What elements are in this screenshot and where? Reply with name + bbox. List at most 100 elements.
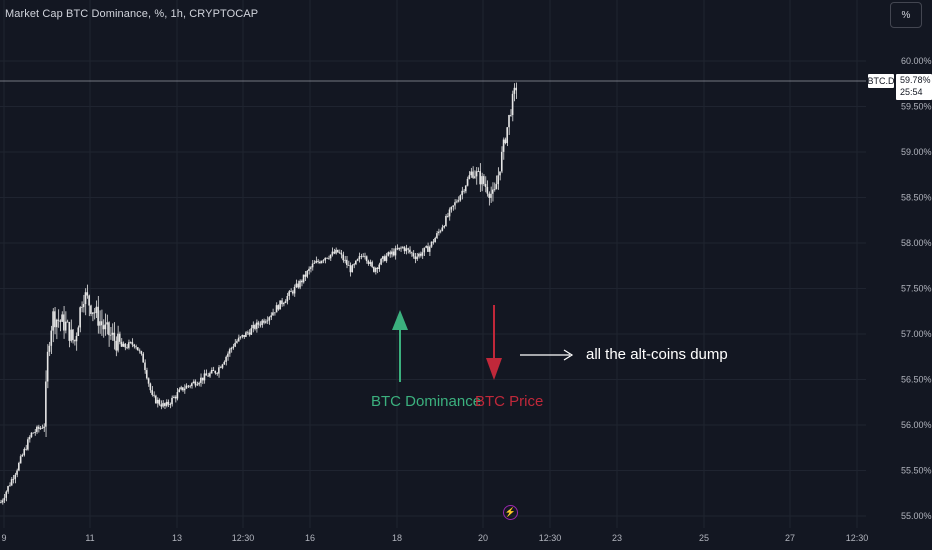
grid-lines [0, 0, 866, 528]
candle-body [261, 320, 263, 326]
candle-body [209, 373, 211, 377]
candle-body [322, 260, 325, 262]
candle-body [7, 486, 9, 492]
candle-body [502, 139, 505, 152]
unit-toggle-button[interactable]: % [890, 2, 922, 28]
candle-body [349, 265, 352, 273]
candle-body [400, 247, 402, 249]
candle-body [61, 314, 63, 322]
candle-body [39, 427, 42, 429]
down-arrow [486, 305, 502, 380]
candle-body [509, 114, 512, 116]
candle-body [178, 389, 181, 393]
x-axis: 9 11 13 12:30 16 18 20 12:30 23 25 27 12:30 [1, 533, 868, 543]
candle-body [484, 183, 487, 187]
candle-body [79, 307, 81, 328]
candle-body [59, 320, 62, 322]
candle-body [470, 171, 472, 176]
candle-body [367, 261, 370, 264]
candle-body [441, 227, 444, 231]
candle-body [167, 401, 170, 405]
candle-body [138, 350, 141, 352]
candle-body [360, 256, 363, 257]
candle-body [272, 312, 274, 316]
candle-body [273, 312, 276, 314]
candle-body [418, 253, 420, 257]
candle-body [212, 369, 215, 371]
candle-body [75, 335, 78, 342]
candle-body [37, 426, 40, 429]
candle-body [16, 470, 18, 475]
candle-body [466, 178, 469, 186]
candle-body [511, 93, 514, 115]
candle-body [12, 479, 15, 480]
candle-body [264, 321, 267, 323]
lightning-icon[interactable]: ⚡ [503, 505, 518, 520]
candle-body [290, 291, 292, 293]
candle-body [326, 257, 328, 259]
right-arrow [520, 349, 574, 361]
candle-body [308, 268, 310, 271]
y-tick-label: 55.00% [901, 511, 932, 521]
candle-body [472, 171, 474, 178]
candle-body [446, 216, 449, 217]
candle-body [91, 312, 94, 314]
candle-body [508, 115, 510, 128]
candle-body [254, 324, 256, 329]
candle-body [156, 399, 159, 404]
chart-title: Market Cap BTC Dominance, %, 1h, CRYPTOC… [5, 8, 259, 20]
dump-annotation: all the alt-coins dump [586, 346, 728, 363]
candle-body [198, 382, 200, 385]
candle-body [82, 304, 85, 308]
candle-body [414, 256, 417, 260]
candle-body [194, 381, 197, 386]
candle-body [266, 320, 269, 322]
candle-body [174, 396, 177, 399]
candle-body [373, 266, 375, 272]
candle-body [331, 251, 334, 255]
candle-body [387, 252, 390, 256]
candle-body [236, 341, 238, 343]
candle-body [163, 403, 166, 406]
candle-body [144, 362, 146, 371]
candle-body [153, 394, 155, 396]
candle-body [344, 259, 346, 261]
last-price-value: 59.78% [900, 75, 931, 85]
candle-body [248, 332, 251, 335]
candle-body [297, 283, 299, 288]
y-tick-label: 60.00% [901, 56, 932, 66]
candle-body [295, 283, 298, 287]
candle-body [113, 332, 116, 341]
candle-body [64, 321, 67, 331]
x-tick-label: 12:30 [539, 533, 562, 543]
candle-body [342, 254, 344, 261]
candle-body [122, 343, 125, 347]
candle-body [158, 399, 161, 405]
candle-body [230, 347, 233, 350]
candle-body [93, 312, 96, 314]
candle-series [0, 82, 517, 505]
candle-body [304, 274, 307, 277]
candle-body [160, 404, 162, 407]
candle-body [124, 343, 126, 348]
candle-body [452, 205, 454, 207]
candle-body [300, 280, 303, 283]
candle-body [73, 340, 76, 342]
y-tick-label: 59.00% [901, 147, 932, 157]
candle-body [333, 251, 335, 254]
candle-body [109, 334, 112, 336]
candle-body [95, 306, 98, 313]
candle-body [165, 401, 168, 406]
candle-body [171, 397, 173, 405]
candle-body [63, 314, 65, 331]
x-tick-label: 11 [85, 533, 94, 543]
candle-body [329, 254, 332, 259]
x-tick-label: 20 [478, 533, 488, 543]
candle-body [25, 448, 27, 450]
candle-body [225, 356, 227, 362]
candle-body [419, 253, 422, 256]
candle-body [394, 248, 397, 256]
candle-body [104, 324, 107, 330]
up-arrow [392, 310, 408, 382]
